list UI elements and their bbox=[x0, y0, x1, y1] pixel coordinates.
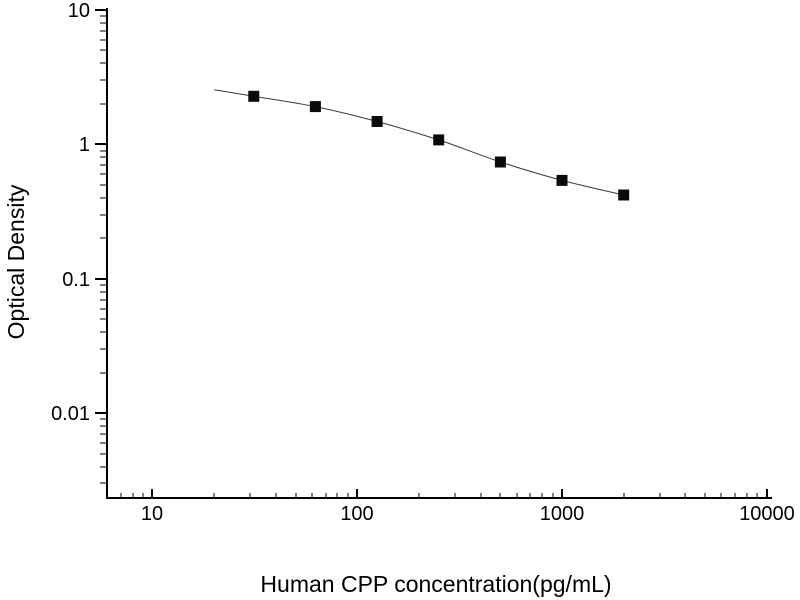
data-point-marker bbox=[433, 134, 445, 146]
x-tick-label: 10 bbox=[141, 503, 163, 525]
data-point-marker bbox=[309, 101, 321, 113]
data-point-marker bbox=[556, 174, 568, 186]
y-tick-label: 0.1 bbox=[62, 269, 90, 291]
x-tick-label: 100 bbox=[340, 503, 373, 525]
x-tick-label: 10000 bbox=[739, 503, 795, 525]
fit-curve bbox=[214, 89, 624, 196]
axes-layer: 10 100 1000 10000 10 1 0.1 0.01 bbox=[51, 0, 795, 525]
y-tick-label: 1 bbox=[79, 134, 90, 156]
data-point-marker bbox=[618, 189, 630, 201]
x-tick-label: 1000 bbox=[540, 503, 585, 525]
data-point-marker bbox=[494, 156, 506, 168]
data-point-marker bbox=[248, 90, 260, 102]
x-axis-title: Human CPP concentration(pg/mL) bbox=[260, 571, 611, 597]
series-layer bbox=[214, 89, 630, 201]
data-point-marker bbox=[371, 116, 383, 127]
y-tick-label: 0.01 bbox=[51, 403, 90, 425]
y-tick-label: 10 bbox=[68, 0, 90, 22]
y-axis-title: Optical Density bbox=[3, 184, 29, 339]
